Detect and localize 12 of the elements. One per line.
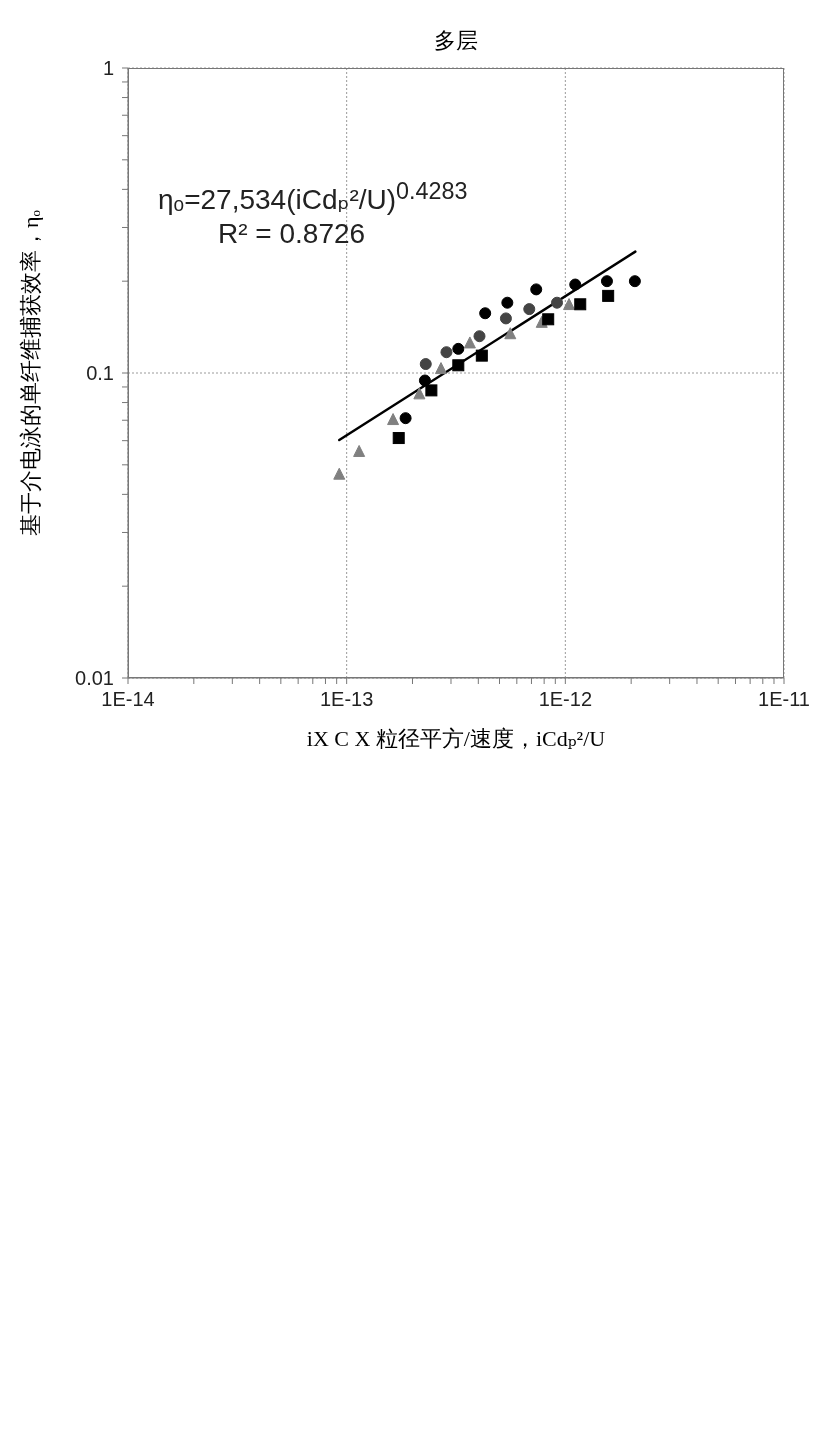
annotation: ηₒ=27,534(iCdₚ²/U)$^{0.4283}$ (158, 177, 468, 217)
x-tick-label: 1E-13 (319, 688, 374, 711)
chart-title: 多层 (433, 27, 479, 55)
y-tick-label: 0.1 (86, 362, 114, 385)
x-axis-title: iX C X 粒径平方/速度，iCdₚ²/U (305, 725, 607, 753)
y-tick-label: 0.01 (75, 667, 114, 690)
x-tick-label: 1E-12 (538, 688, 593, 711)
y-tick-label: 1 (102, 57, 114, 80)
x-tick-label: 1E-11 (758, 688, 810, 711)
annotation: R² = 0.8726 (217, 217, 366, 250)
x-tick-label: 1E-14 (101, 688, 155, 711)
y-axis-title: 基于介电泳的单纤维捕获效率，ηₒ (17, 209, 44, 538)
